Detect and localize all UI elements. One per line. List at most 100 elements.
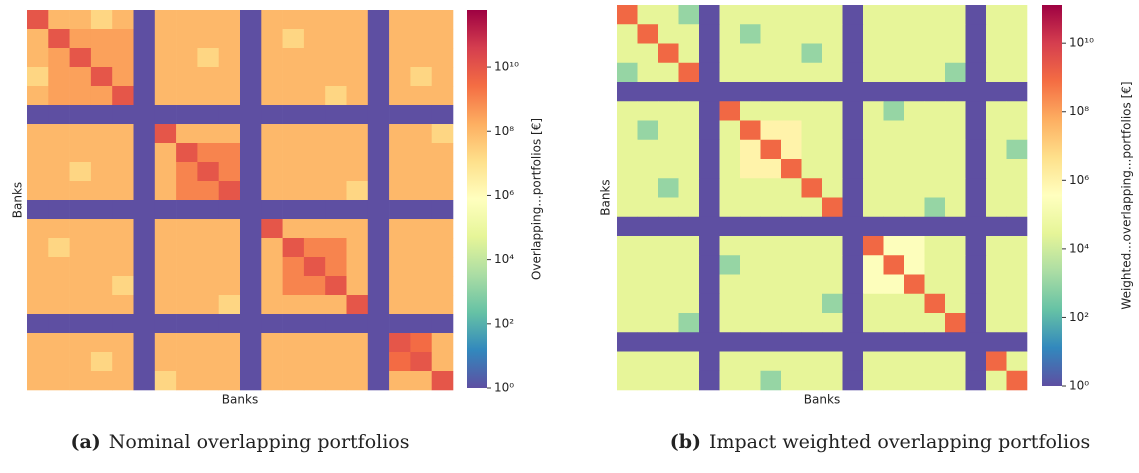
heatmap-cell bbox=[112, 257, 134, 277]
heatmap-cell bbox=[90, 143, 113, 163]
heatmap-cell bbox=[261, 371, 283, 391]
caption: (a) Nominal overlapping portfolios bbox=[70, 431, 409, 453]
heatmap-cell bbox=[197, 105, 219, 125]
heatmap-cell bbox=[48, 295, 70, 315]
heatmap-cell bbox=[637, 62, 659, 83]
heatmap-cell bbox=[112, 200, 134, 220]
heatmap-cell bbox=[617, 216, 638, 237]
heatmap-cell bbox=[240, 143, 262, 163]
heatmap-cell bbox=[617, 255, 638, 275]
heatmap-cell bbox=[346, 162, 369, 182]
heatmap-cell bbox=[154, 29, 177, 49]
y-axis-label: Banks bbox=[599, 179, 613, 215]
heatmap-cell bbox=[924, 24, 946, 44]
heatmap-cell bbox=[801, 5, 823, 25]
heatmap-cell bbox=[658, 5, 679, 25]
heatmap-cell bbox=[282, 276, 305, 296]
heatmap-cell bbox=[27, 29, 49, 49]
heatmap-cell bbox=[48, 371, 70, 391]
heatmap-cell bbox=[678, 313, 700, 333]
heatmap-cell bbox=[904, 236, 925, 256]
heatmap-cell bbox=[303, 105, 326, 125]
heatmap-cell bbox=[965, 159, 987, 179]
heatmap-cell bbox=[658, 236, 679, 256]
heatmap-cell bbox=[760, 178, 782, 198]
heatmap-cell bbox=[801, 197, 823, 218]
heatmap-cell bbox=[801, 101, 823, 121]
heatmap-cell bbox=[389, 276, 411, 296]
heatmap-cell bbox=[1006, 197, 1028, 218]
heatmap-cell bbox=[410, 295, 432, 315]
heatmap-cell bbox=[69, 48, 92, 68]
heatmap-cell bbox=[801, 293, 823, 314]
heatmap-cell bbox=[389, 105, 411, 125]
heatmap-cell bbox=[27, 48, 49, 68]
heatmap-cell bbox=[325, 181, 347, 201]
heatmap-cell bbox=[781, 216, 802, 237]
heatmap-cell bbox=[48, 48, 70, 68]
heatmap-cell bbox=[986, 274, 1007, 295]
heatmap-cell bbox=[261, 276, 283, 296]
heatmap-cell bbox=[282, 10, 305, 30]
heatmap-cell bbox=[261, 181, 283, 201]
heatmap-cell bbox=[197, 314, 219, 334]
heatmap-cell bbox=[303, 10, 326, 30]
heatmap-cell bbox=[781, 82, 802, 102]
heatmap-cell bbox=[781, 178, 802, 198]
heatmap-cell bbox=[90, 162, 113, 182]
heatmap-cell bbox=[367, 276, 390, 296]
heatmap-cell bbox=[965, 351, 987, 372]
heatmap-cell bbox=[154, 238, 177, 258]
heatmap-cell bbox=[346, 48, 369, 68]
heatmap-cell bbox=[617, 159, 638, 179]
heatmap-cell bbox=[904, 120, 925, 141]
heatmap-cell bbox=[945, 101, 966, 121]
heatmap-cell bbox=[863, 82, 884, 102]
heatmap-cell bbox=[801, 351, 823, 372]
heatmap-cell bbox=[197, 181, 219, 201]
heatmap-cell bbox=[90, 48, 113, 68]
heatmap-cell bbox=[154, 276, 177, 296]
heatmap-cell bbox=[69, 29, 92, 49]
heatmap-cell bbox=[986, 159, 1007, 179]
heatmap-cell bbox=[883, 370, 905, 391]
heatmap-cell bbox=[699, 332, 720, 352]
heatmap-cell bbox=[863, 24, 884, 44]
heatmap-cell bbox=[760, 120, 782, 141]
heatmap-cell bbox=[822, 43, 843, 64]
heatmap-cell bbox=[637, 236, 659, 256]
heatmap-cell bbox=[986, 370, 1007, 391]
heatmap-cell bbox=[719, 370, 741, 391]
heatmap-cell bbox=[48, 257, 70, 277]
heatmap-cell bbox=[133, 29, 156, 49]
heatmap-cell bbox=[218, 124, 241, 144]
heatmap-cell bbox=[389, 10, 411, 30]
heatmap-cell bbox=[842, 139, 864, 160]
heatmap-cell bbox=[325, 200, 347, 220]
heatmap-cell bbox=[325, 333, 347, 353]
heatmap-cell bbox=[883, 139, 905, 160]
heatmap-cell bbox=[822, 255, 843, 275]
heatmap-cell bbox=[904, 255, 925, 275]
heatmap-cell bbox=[431, 124, 454, 144]
heatmap-cell bbox=[822, 159, 843, 179]
heatmap-cell bbox=[218, 29, 241, 49]
heatmap-cell bbox=[90, 352, 113, 372]
heatmap-cell bbox=[965, 139, 987, 160]
heatmap-cell bbox=[924, 274, 946, 295]
heatmap-cell bbox=[133, 295, 156, 315]
heatmap-cell bbox=[197, 352, 219, 372]
heatmap-cell bbox=[410, 219, 432, 239]
heatmap-cell bbox=[410, 162, 432, 182]
heatmap-cell bbox=[431, 295, 454, 315]
heatmap-cell bbox=[678, 370, 700, 391]
heatmap-cell bbox=[367, 10, 390, 30]
heatmap-cell bbox=[801, 139, 823, 160]
heatmap-cell bbox=[133, 371, 156, 391]
heatmap-cell bbox=[69, 86, 92, 106]
heatmap-cell bbox=[678, 236, 700, 256]
heatmap-cell bbox=[945, 120, 966, 141]
heatmap-cell bbox=[261, 219, 283, 239]
heatmap-cell bbox=[176, 257, 198, 277]
heatmap-cell bbox=[410, 10, 432, 30]
